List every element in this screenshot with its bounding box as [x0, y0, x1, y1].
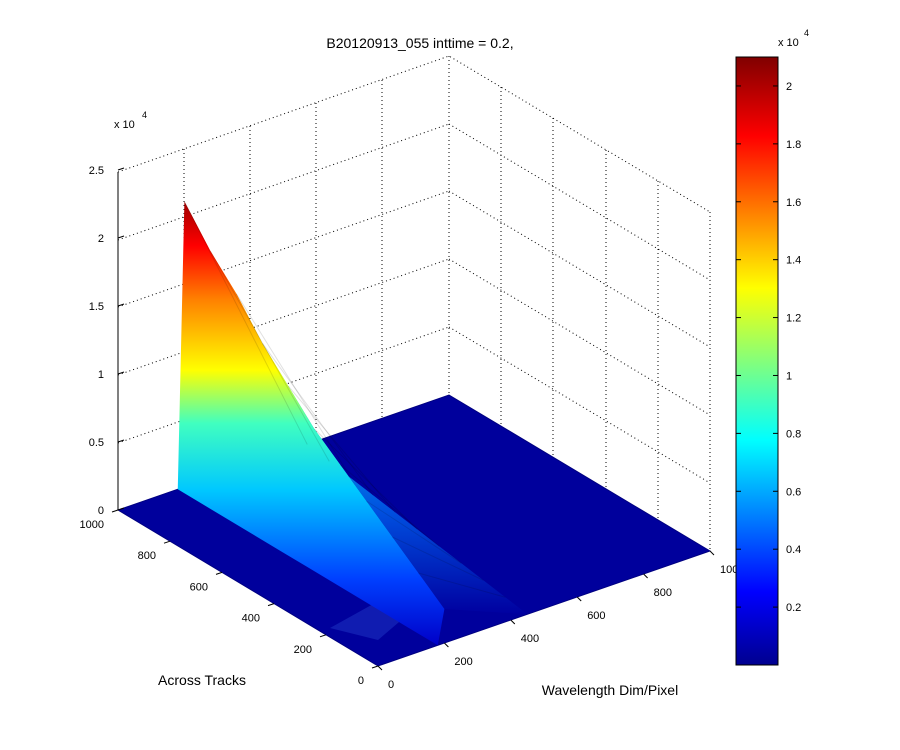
colorbar-tick-label: 1: [786, 370, 792, 382]
colorbar-exponent-power: 4: [804, 28, 809, 38]
x-tick-mark: [510, 619, 516, 625]
y-tick-mark: [371, 665, 379, 669]
y-tick-label: 400: [242, 613, 260, 625]
z-exponent-label: x 10: [114, 119, 135, 131]
peak-band: [209, 250, 330, 462]
y-tick-mark: [319, 634, 327, 638]
x-tick-label: 200: [454, 656, 472, 668]
peak-band: [392, 536, 484, 581]
chart-title: B20120913_055 inttime = 0.2,: [326, 35, 513, 51]
peak-band: [235, 293, 352, 479]
y-tick-mark: [215, 571, 223, 575]
x-tick-label: 600: [587, 610, 605, 622]
x-tick-mark: [709, 550, 715, 556]
x-axis-label: Wavelength Dim/Pixel: [542, 682, 678, 698]
z-tick-label: 1: [98, 369, 104, 381]
colorbar-tick-label: 0.4: [786, 544, 801, 556]
x-tick-mark: [576, 596, 582, 602]
colorbar-ticks: 0.2 0.4 0.6 0.8 1 1.2 1.4 1.6 1.8 2: [736, 81, 801, 614]
z-tick-label: 0.5: [89, 437, 104, 449]
x-tick-mark: [377, 665, 383, 671]
colorbar: [735, 56, 779, 666]
colorbar-tick-label: 1.4: [786, 255, 801, 267]
y-axis: 0 200 400 600 800 1000: [80, 509, 379, 687]
z-tick-label: 1.5: [89, 301, 104, 313]
colorbar-exponent-label: x 10: [778, 37, 799, 49]
peak-band: [183, 201, 308, 445]
peak-band: [340, 464, 440, 547]
x-tick-label: 400: [521, 633, 539, 645]
y-tick-mark: [267, 603, 275, 607]
x-tick-mark: [444, 642, 449, 648]
peak-band: [288, 385, 396, 513]
z-tick-label: 2.5: [89, 165, 104, 177]
y-tick-label: 0: [358, 675, 364, 687]
z-tick-mark: [117, 167, 125, 171]
peak-band: [314, 428, 418, 530]
z-tick-label: 0: [98, 505, 104, 517]
colorbar-tick-label: 0.8: [786, 428, 801, 440]
colorbar-tick-label: 1.8: [786, 139, 801, 151]
y-tick-label: 1000: [80, 519, 104, 531]
colorbar-tick-label: 0.2: [786, 602, 801, 614]
colorbar-tick-label: 0.6: [786, 486, 801, 498]
y-tick-label: 600: [190, 581, 208, 593]
z-tick-mark: [117, 303, 125, 307]
x-tick-label: 0: [388, 679, 394, 691]
z-tick-label: 2: [98, 233, 104, 245]
peak-band: [366, 500, 462, 564]
z-tick-mark: [117, 439, 125, 443]
y-tick-mark: [163, 540, 171, 544]
y-tick-label: 200: [294, 644, 312, 656]
x-tick-label: 800: [654, 587, 672, 599]
z-tick-mark: [117, 371, 125, 375]
peak-band: [261, 343, 374, 496]
colorbar-tick-label: 1.2: [786, 313, 801, 325]
z-tick-mark: [117, 507, 125, 511]
colorbar-tick-label: 2: [786, 81, 792, 93]
colorbar-tick-label: 1.6: [786, 197, 801, 209]
x-tick-mark: [643, 573, 648, 579]
y-axis-label: Across Tracks: [158, 672, 246, 688]
z-axis: 0 0.5 1 1.5 2 2.5: [89, 165, 125, 517]
peak-front-face: [177, 201, 445, 646]
surface-peak: [177, 201, 528, 646]
y-tick-label: 800: [138, 550, 156, 562]
peak-band: [418, 572, 506, 598]
z-exponent-power: 4: [142, 110, 147, 120]
y-tick-mark: [111, 509, 119, 513]
z-tick-mark: [117, 235, 125, 239]
